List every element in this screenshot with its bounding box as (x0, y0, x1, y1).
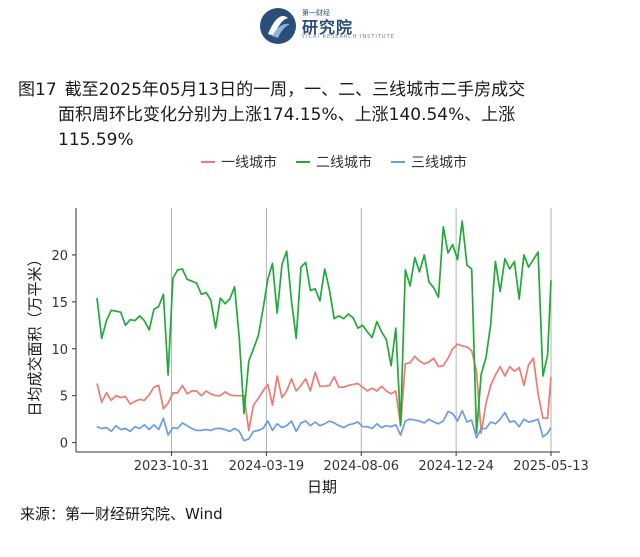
series-line-tier3 (96, 409, 552, 442)
legend-label: 一线城市 (221, 154, 277, 171)
y-tick-label: 0 (60, 437, 68, 452)
legend-item-tier1: 一线城市 (201, 154, 277, 171)
x-axis-label: 日期 (307, 478, 337, 496)
chart-legend: 一线城市 二线城市 三线城市 (201, 154, 467, 171)
line-chart: 一线城市 二线城市 三线城市 2023-10-31 2024-03-19 2024-08… (26, 154, 589, 496)
legend-item-tier2: 二线城市 (296, 154, 372, 171)
figure-title: 图17 截至2025年05月13日的一周，一、二、三线城市二手房成交 面积周环比变… (18, 78, 618, 153)
x-tick-label: 2024-03-19 (229, 459, 305, 474)
y-tick-label: 10 (51, 343, 68, 358)
plot-area (96, 208, 552, 452)
logo-main-text: 研究院 (302, 18, 354, 37)
legend-item-tier3: 三线城市 (391, 154, 467, 171)
source-note: 来源：第一财经研究院、Wind (20, 505, 223, 523)
logo-sub-text: YICAI RESEARCH INSTITUTE (302, 34, 395, 40)
x-tick-label: 2024-12-24 (418, 459, 494, 474)
y-tick-label: 5 (60, 390, 68, 405)
y-axis-label: 日均成交面积（万平米） (26, 251, 44, 416)
logo-emblem-icon (260, 8, 296, 44)
figure-number: 图17 (18, 80, 57, 100)
x-tick-label: 2023-10-31 (134, 459, 210, 474)
y-tick-label: 20 (51, 249, 68, 264)
legend-label: 三线城市 (411, 154, 467, 171)
logo-small-text: 第一财经 (302, 9, 330, 17)
brand-logo (258, 6, 388, 48)
series-line-tier2 (96, 220, 552, 435)
x-tick-label: 2025-05-13 (513, 459, 589, 474)
title-line-3: 115.59% (58, 130, 134, 150)
title-line-2: 面积周环比变化分别为上涨174.15%、上涨140.54%、上涨 (58, 105, 516, 125)
legend-label: 二线城市 (316, 154, 372, 171)
y-tick-label: 15 (51, 296, 68, 311)
title-line-1: 截至2025年05月13日的一周，一、二、三线城市二手房成交 (64, 80, 526, 100)
chart-axes: 2023-10-31 2024-03-19 2024-08-06 2024-12-24… (51, 208, 589, 474)
x-tick-label: 2024-08-06 (323, 459, 399, 474)
series-line-tier1 (96, 343, 552, 435)
